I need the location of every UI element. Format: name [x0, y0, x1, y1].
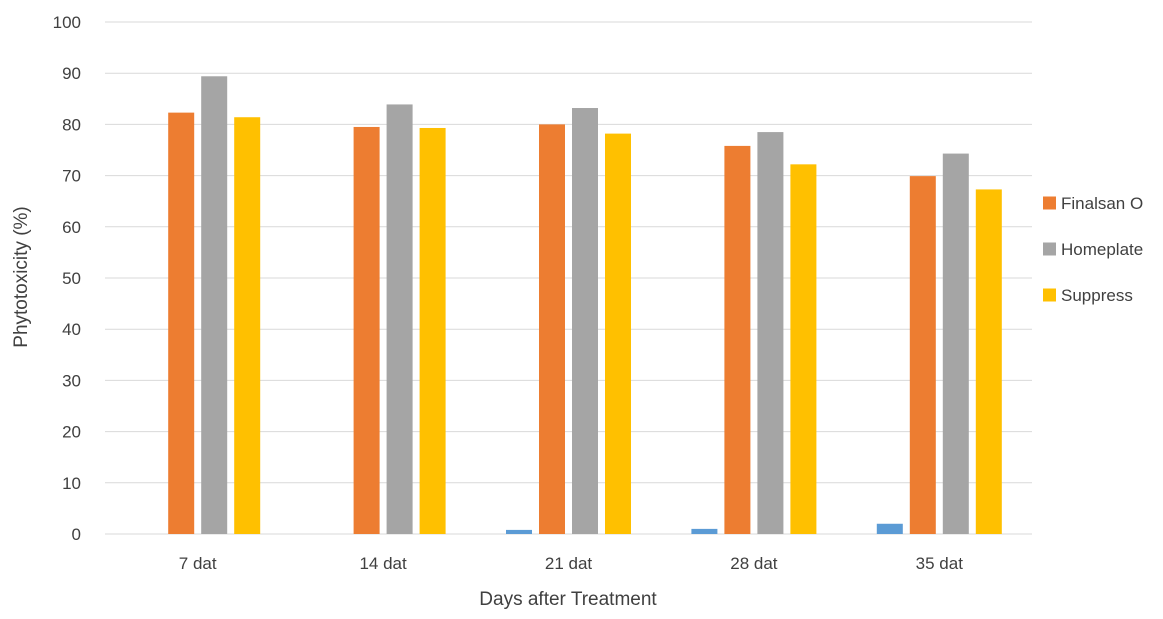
bar-series-0 — [691, 528, 718, 534]
y-tick-label: 100 — [53, 13, 81, 32]
legend-swatch — [1043, 288, 1056, 302]
y-tick-label: 90 — [62, 64, 81, 83]
y-tick-label: 70 — [62, 167, 81, 186]
bars — [168, 76, 1002, 535]
y-axis-ticks: 0 10 20 30 40 50 60 70 80 90 100 — [53, 13, 81, 544]
bar-finalsan-o — [168, 112, 195, 535]
bar-finalsan-o — [724, 145, 751, 535]
x-axis-title: Days after Treatment — [479, 589, 657, 610]
bar-finalsan-o — [539, 124, 565, 535]
y-tick-label: 20 — [62, 423, 81, 442]
bar-suppress — [419, 127, 446, 534]
bar-suppress — [605, 133, 631, 534]
y-tick-label: 50 — [62, 269, 81, 288]
y-axis-title: Phytotoxicity (%) — [11, 206, 32, 347]
x-tick-label: 7 dat — [179, 554, 217, 573]
y-tick-label: 10 — [62, 474, 81, 493]
bar-finalsan-o — [353, 126, 380, 535]
legend-swatch — [1043, 242, 1056, 256]
x-axis-ticks: 7 dat 14 dat 21 dat 28 dat 35 dat — [179, 554, 963, 573]
bar-series-0 — [506, 529, 532, 534]
y-tick-label: 80 — [62, 115, 81, 134]
x-tick-label: 14 dat — [359, 554, 407, 573]
bar-suppress — [234, 117, 261, 535]
x-tick-label: 35 dat — [916, 554, 964, 573]
y-tick-label: 0 — [72, 525, 81, 544]
bar-homeplate — [201, 76, 228, 534]
bar-homeplate — [386, 104, 413, 534]
legend-label: Finalsan O — [1061, 194, 1143, 213]
y-tick-label: 60 — [62, 218, 81, 237]
y-tick-label: 30 — [62, 371, 81, 390]
bar-suppress — [790, 164, 817, 534]
bar-finalsan-o — [909, 176, 936, 534]
bar-series-0 — [876, 523, 903, 534]
legend-swatch — [1043, 196, 1056, 210]
x-tick-label: 21 dat — [545, 554, 593, 573]
x-tick-label: 28 dat — [730, 554, 778, 573]
legend-label: Homeplate — [1061, 240, 1143, 259]
bar-homeplate — [757, 132, 784, 534]
y-tick-label: 40 — [62, 320, 81, 339]
legend-label: Suppress — [1061, 286, 1133, 305]
bar-homeplate — [572, 108, 598, 535]
bar-suppress — [975, 189, 1002, 534]
legend: Finalsan O Homeplate Suppress — [1043, 194, 1143, 305]
bar-homeplate — [942, 153, 969, 535]
